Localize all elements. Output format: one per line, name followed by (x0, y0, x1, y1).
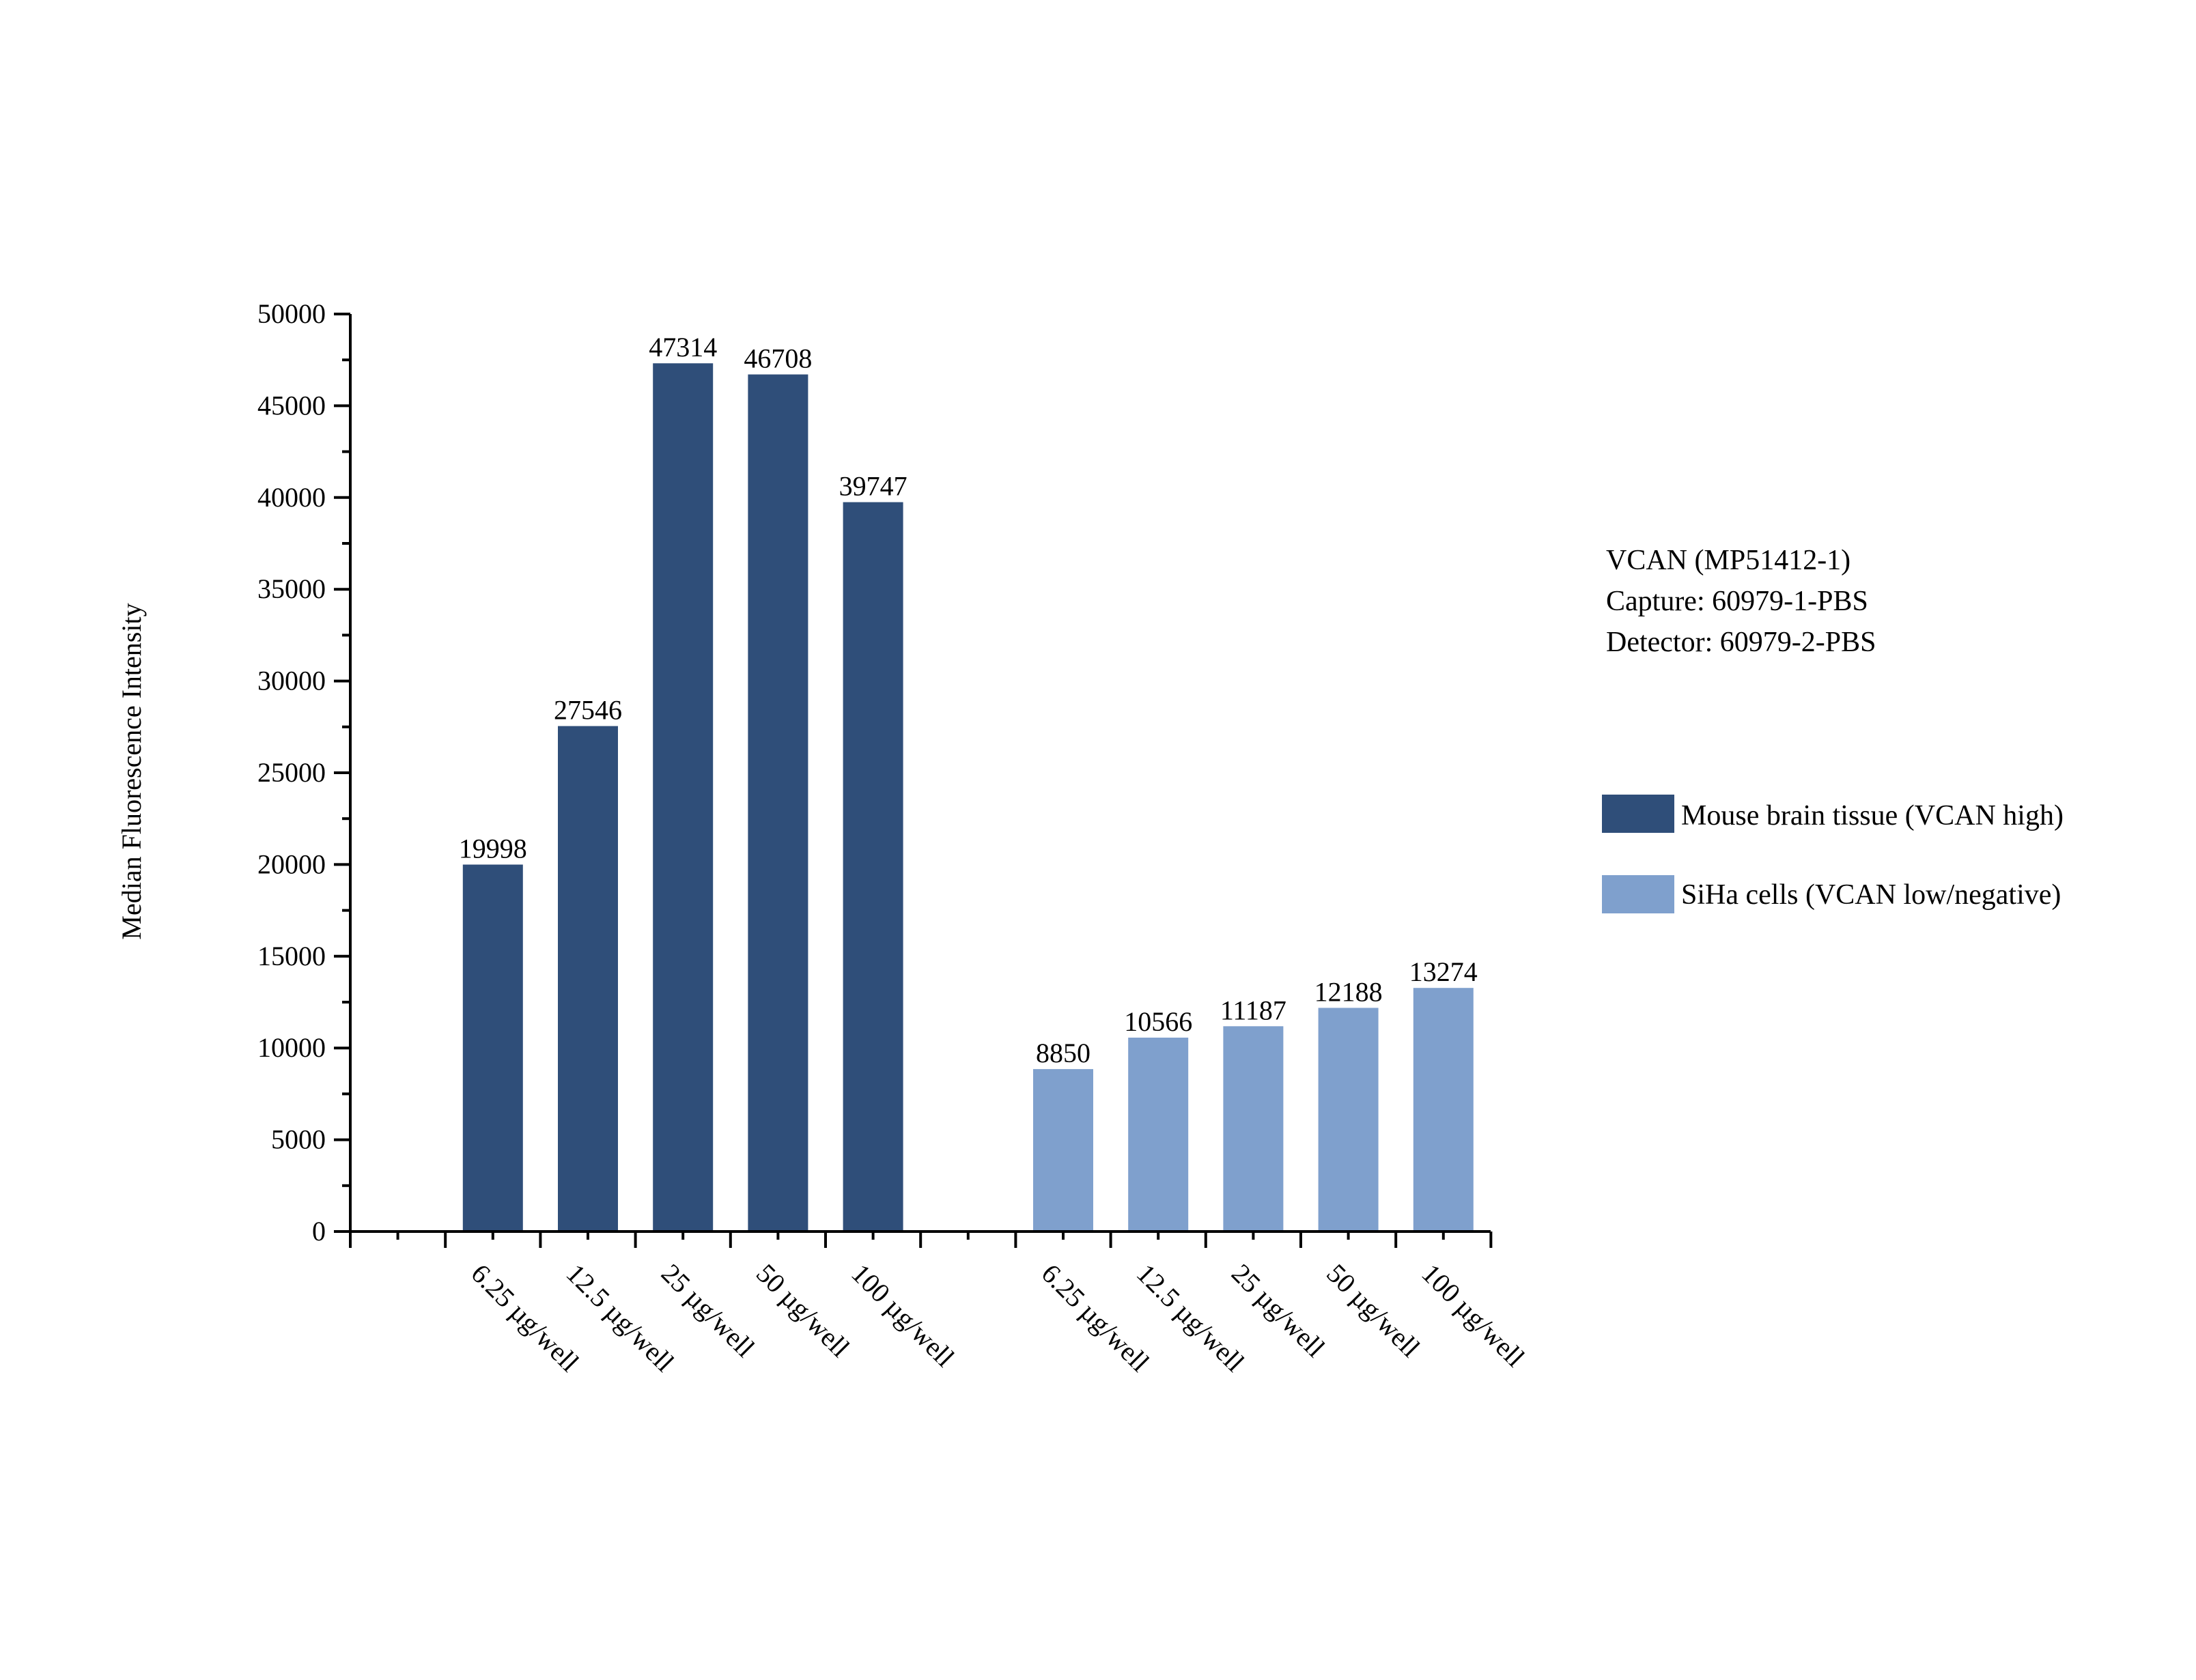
data-label-series-1-2: 27546 (554, 695, 622, 726)
data-label-series-2-5: 13274 (1409, 956, 1478, 987)
y-tick-label: 10000 (257, 1032, 326, 1063)
x-tick-label-series-2-4: 50 µg/well (1321, 1258, 1426, 1363)
annotation-line-2: Capture: 60979-1-PBS (1606, 586, 1868, 617)
legend-label-series-1: Mouse brain tissue (VCAN high) (1681, 800, 2064, 831)
data-label-series-2-4: 12188 (1314, 976, 1383, 1007)
y-tick-label: 0 (312, 1216, 326, 1247)
bar-series-2-2 (1128, 1038, 1189, 1231)
y-tick-label: 25000 (257, 757, 326, 788)
bar-series-2-4 (1318, 1008, 1379, 1231)
y-tick-label: 50000 (257, 298, 326, 329)
bar-series-1-3 (653, 363, 714, 1232)
y-tick-label: 40000 (257, 482, 326, 513)
data-label-series-1-4: 46708 (744, 343, 812, 374)
data-label-series-2-3: 11187 (1220, 995, 1286, 1025)
data-label-series-1-1: 19998 (459, 834, 527, 864)
data-label-series-1-3: 47314 (649, 332, 717, 362)
annotation-line-1: VCAN (MP51412-1) (1606, 545, 1850, 576)
y-tick-label: 30000 (257, 666, 326, 696)
bar-series-2-3 (1223, 1026, 1284, 1231)
data-label-series-2-1: 8850 (1036, 1038, 1090, 1068)
legend-swatch-series-2 (1602, 875, 1674, 913)
x-tick-label-series-1-5: 100 µg/well (845, 1258, 960, 1373)
y-tick-label: 5000 (271, 1124, 326, 1155)
y-tick-label: 45000 (257, 390, 326, 421)
legend-label-series-2: SiHa cells (VCAN low/negative) (1681, 879, 2061, 911)
annotation-block: VCAN (MP51412-1) Capture: 60979-1-PBS De… (1606, 545, 1876, 658)
y-axis: 0 5000 10000 15000 20000 25000 30000 35000 40000… (257, 298, 352, 1247)
legend: Mouse brain tissue (VCAN high) SiHa cell… (1602, 795, 2064, 913)
y-tick-label: 20000 (257, 849, 326, 879)
legend-swatch-series-1 (1602, 795, 1674, 833)
bar-series-2-1 (1033, 1069, 1093, 1231)
data-labels-layer: 19998 27546 47314 46708 39747 8850 10566 11187 1… (459, 332, 1478, 1068)
bar-series-1-1 (462, 864, 523, 1231)
y-axis-title: Median Fluorescence Intensity (116, 603, 147, 939)
x-tick-label-series-2-5: 100 µg/well (1416, 1258, 1530, 1373)
bar-series-1-5 (843, 502, 903, 1231)
y-tick-label: 35000 (257, 573, 326, 604)
bar-series-1-4 (748, 374, 808, 1231)
bar-series-1-2 (558, 726, 618, 1231)
y-tick-label: 15000 (257, 941, 326, 971)
x-tick-label-series-1-4: 50 µg/well (750, 1258, 856, 1363)
data-label-series-2-2: 10566 (1124, 1006, 1192, 1037)
annotation-line-3: Detector: 60979-2-PBS (1606, 627, 1876, 658)
bars-layer (462, 363, 1474, 1232)
data-label-series-1-5: 39747 (839, 471, 907, 502)
bar-series-2-5 (1413, 988, 1474, 1231)
